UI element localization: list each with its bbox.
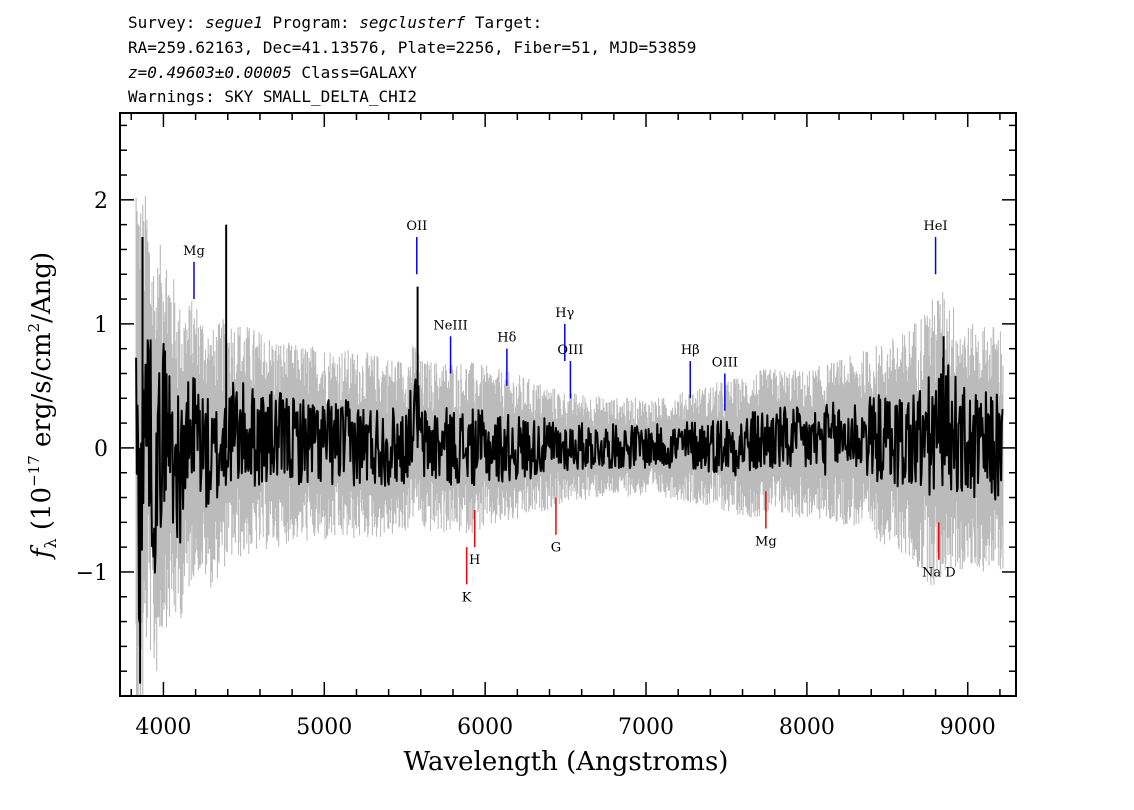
absorption-label-0: K [462,590,472,605]
y-tick-label: 1 [94,313,108,338]
spectral-line-markers: Mg OII NeIII Hδ Hγ OIII Hβ OIII HeI K H G Mg Na D [183,219,955,605]
plot-frame [119,112,1017,697]
redshift: z=0.49603±0.00005 [128,63,292,82]
x-tick-label: 8000 [779,715,835,740]
y-label-unit-3: /Ang) [27,252,57,323]
class-label: Class=GALAXY [301,63,417,82]
y-tick-label: 0 [94,437,108,462]
absorption-label-1: H [469,553,480,568]
x-tick-label: 4000 [135,715,191,740]
emission-label-0: Mg [183,244,205,259]
y-axis-label-group: fλ (10−17 erg/s/cm2/Ang) [25,252,60,560]
y-label-unit-1: (10 [27,487,57,539]
header-line-3: z=0.49603±0.00005 Class=GALAXY [128,64,417,82]
emission-label-8: HeI [923,219,947,234]
program-label: Program: [272,13,350,32]
x-tick-label: 9000 [940,715,996,740]
flux-spectrum [135,224,1004,684]
header-line-2: RA=259.62163, Dec=41.13576, Plate=2256, … [128,38,697,57]
flux-line [135,339,1004,624]
x-axis-label: Wavelength (Angstroms) [404,747,729,777]
absorption-label-3: Mg [755,535,777,550]
absorption-label-2: G [551,541,561,556]
target-label: Target: [474,13,543,32]
y-tick-label: 2 [94,189,108,214]
y-label-exp: −17 [25,455,43,487]
x-tick-label: 6000 [457,715,513,740]
y-label-unit-2: erg/s/cm [27,332,57,455]
emission-label-1: OII [406,219,427,234]
emission-label-6: Hβ [681,343,700,358]
y-label-lambda: λ [41,538,60,548]
axis-ticks: 4000 5000 6000 7000 8000 9000 −1 0 1 2 [76,113,1016,740]
program-value: segclusterf [359,13,466,32]
emission-label-4: Hγ [555,306,574,321]
x-tick-label: 7000 [618,715,674,740]
absorption-label-4: Na D [922,566,956,581]
y-label-sq: 2 [25,323,43,333]
header-warnings: Warnings: SKY SMALL_DELTA_CHI2 [128,87,417,106]
header-line-1: Survey: segue1 Program: segclusterf Targ… [128,14,542,32]
emission-label-5: OIII [557,343,583,358]
emission-label-2: NeIII [433,318,467,333]
y-tick-label: −1 [76,561,108,586]
survey-label: Survey: [128,13,196,32]
x-tick-label: 5000 [296,715,352,740]
emission-label-7: OIII [712,355,738,370]
emission-label-3: Hδ [497,331,516,346]
y-axis-label: fλ (10−17 erg/s/cm2/Ang) [25,252,60,560]
survey-value: segue1 [205,13,263,32]
